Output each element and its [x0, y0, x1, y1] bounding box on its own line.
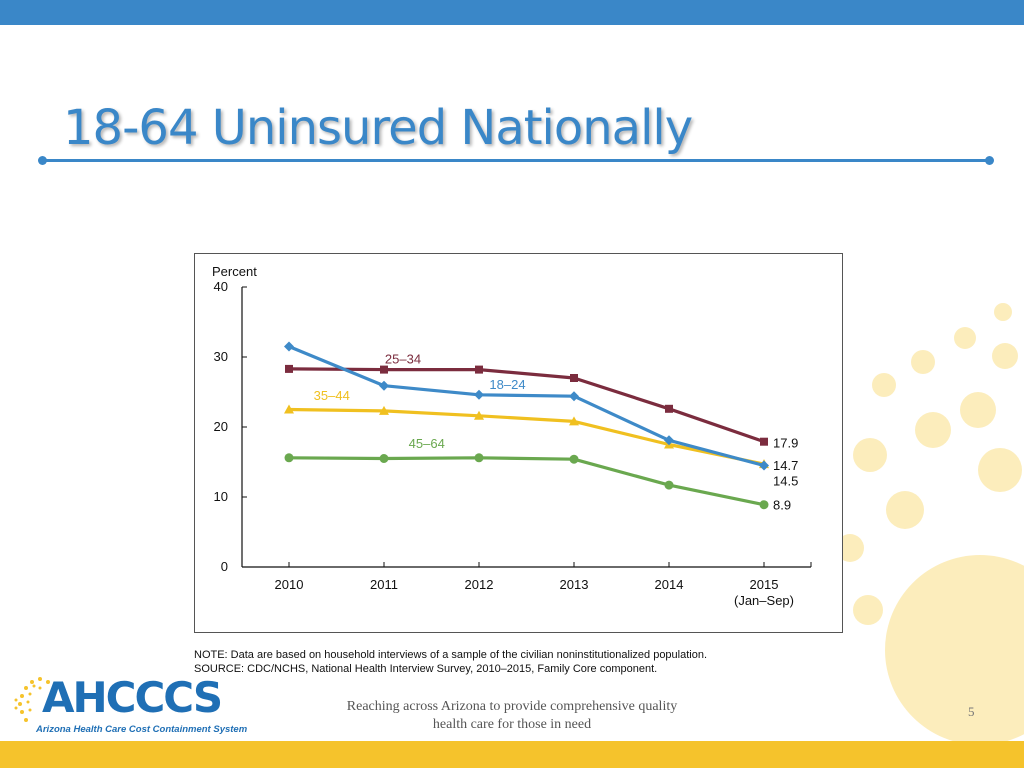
- underline-right-dot: [985, 156, 994, 165]
- title-underline: [42, 159, 990, 162]
- series-line: [288, 345, 765, 468]
- series-name-label: 18–24: [489, 377, 525, 392]
- data-point-marker: [759, 500, 769, 510]
- data-point-marker: [475, 365, 483, 374]
- y-axis-title: Percent: [212, 264, 257, 279]
- y-tick-label: 30: [214, 349, 228, 364]
- data-point-marker: [664, 480, 674, 490]
- data-point-marker: [664, 435, 674, 446]
- series-45–64: 45–64 8.9: [284, 436, 791, 513]
- chart-notes: NOTE: Data are based on household interv…: [194, 648, 707, 676]
- page-number: 5: [968, 704, 975, 719]
- x-tick-label: 2014: [655, 577, 684, 592]
- data-point-marker: [474, 410, 484, 420]
- data-point-marker: [284, 404, 294, 414]
- x-tick-label: 2015 (Jan–Sep): [734, 577, 794, 608]
- data-point-marker: [379, 380, 389, 391]
- data-point-marker: [569, 454, 579, 464]
- data-point-marker: [570, 374, 578, 382]
- bottom-banner: [0, 741, 1024, 768]
- ahcccs-logo: AHCCCS Arizona Health Care Cost Containm…: [10, 674, 250, 740]
- top-banner: [0, 0, 1024, 25]
- data-point-marker: [759, 460, 769, 471]
- end-value-label: 17.9: [773, 436, 798, 451]
- y-tick-label: 40: [214, 279, 228, 294]
- logo-sunburst-icon: [14, 677, 50, 722]
- series-name-label: 45–64: [409, 436, 445, 451]
- series-line: [288, 367, 765, 444]
- source-text: SOURCE: CDC/NCHS, National Health Interv…: [194, 663, 658, 675]
- data-point-marker: [474, 453, 484, 463]
- y-tick-label: 10: [214, 489, 228, 504]
- end-value-label: 14.5: [773, 474, 798, 489]
- data-point-marker: [569, 416, 579, 426]
- data-point-marker: [284, 453, 294, 463]
- series-line: [288, 456, 765, 507]
- footer-tagline: Reaching across Arizona to provide compr…: [346, 699, 678, 732]
- logo-wordmark: AHCCCS: [42, 673, 223, 722]
- data-point-marker: [760, 437, 768, 446]
- end-value-label: 14.7: [773, 458, 798, 473]
- note-text: NOTE: Data are based on household interv…: [194, 649, 708, 661]
- data-point-marker: [285, 364, 293, 373]
- slide-title: 18-64 Uninsured Nationally: [63, 100, 693, 156]
- data-point-marker: [665, 404, 673, 413]
- series-name-label: 35–44: [314, 388, 350, 403]
- data-point-marker: [379, 405, 389, 415]
- data-point-marker: [474, 389, 484, 400]
- data-point-marker: [569, 391, 579, 402]
- x-tick-label: 2011: [370, 577, 398, 592]
- y-tick-label: 0: [221, 559, 228, 574]
- data-point-marker: [284, 341, 294, 352]
- underline-left-dot: [38, 156, 47, 165]
- x-tick-label: 2010: [275, 577, 304, 592]
- series-18–24: 18–24 14.5: [284, 341, 798, 489]
- x-tick-label: 2012: [465, 577, 494, 592]
- data-point-marker: [380, 365, 388, 374]
- series-35–44: 35–44 14.7: [284, 388, 798, 473]
- x-tick-label: 2013: [560, 577, 589, 592]
- end-value-label: 8.9: [773, 498, 791, 513]
- data-point-marker: [379, 454, 389, 463]
- series-name-label: 25–34: [385, 352, 421, 367]
- series-line: [288, 407, 765, 466]
- y-tick-label: 20: [214, 419, 228, 434]
- uninsured-line-chart: Percent 0 10 20 30 40 2010 2011 2012 2013 2014 201…: [212, 264, 812, 608]
- series-25–34: 25–34 17.9: [285, 352, 798, 451]
- chart-frame: Percent 0 10 20 30 40 2010 2011 2012 2013 2014 201…: [194, 253, 843, 633]
- logo-subtitle: Arizona Health Care Cost Containment Sys…: [36, 724, 248, 735]
